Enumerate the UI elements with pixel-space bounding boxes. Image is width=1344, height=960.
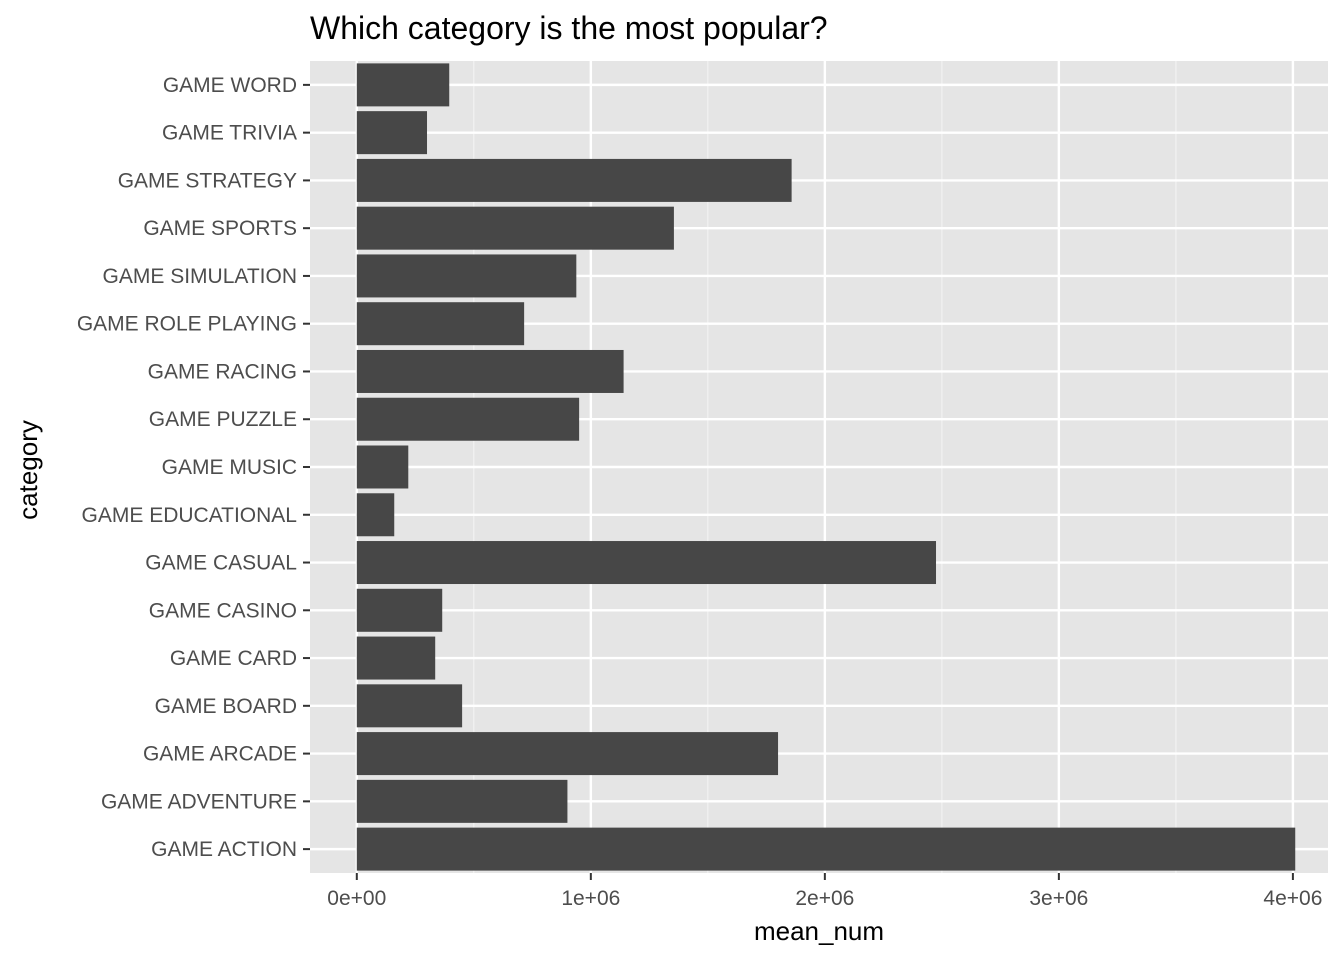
x-axis-ticks xyxy=(355,873,1294,880)
y-tick-label: GAME ROLE PLAYING xyxy=(77,313,297,336)
y-tick-label: GAME ADVENTURE xyxy=(101,790,297,813)
bars-group xyxy=(356,63,1296,871)
bar-game-music xyxy=(356,445,409,489)
y-tick-label: GAME TRIVIA xyxy=(162,122,297,145)
x-tick-label: 0e+00 xyxy=(327,887,386,910)
bar-game-arcade xyxy=(356,732,779,776)
bar-game-puzzle xyxy=(356,397,580,441)
x-axis-title: mean_num xyxy=(754,916,884,946)
y-tick-label: GAME CASUAL xyxy=(145,552,297,575)
bar-game-role-playing xyxy=(356,302,525,346)
bar-game-adventure xyxy=(356,779,568,823)
y-tick-label: GAME RACING xyxy=(148,360,297,383)
y-tick-label: GAME CARD xyxy=(170,647,297,670)
chart-title: Which category is the most popular? xyxy=(310,10,828,46)
bar-game-card xyxy=(356,636,436,680)
y-tick-label: GAME BOARD xyxy=(155,695,297,718)
bar-game-word xyxy=(356,63,450,107)
y-tick-label: GAME ACTION xyxy=(151,838,297,861)
y-tick-label: GAME PUZZLE xyxy=(149,408,297,431)
y-axis-ticks xyxy=(303,83,310,851)
x-tick-label: 3e+06 xyxy=(1029,887,1088,910)
x-tick-label: 2e+06 xyxy=(795,887,854,910)
bar-game-trivia xyxy=(356,111,428,155)
y-axis-title: category xyxy=(13,420,43,520)
bar-game-racing xyxy=(356,349,624,393)
y-axis-tick-labels: GAME ACTION GAME ADVENTURE GAME ARCADE GAME… xyxy=(77,74,297,861)
x-tick-label: 4e+06 xyxy=(1263,887,1322,910)
bar-game-action xyxy=(356,827,1296,871)
bar-game-sports xyxy=(356,206,674,250)
y-tick-label: GAME ARCADE xyxy=(143,743,297,766)
bar-game-casual xyxy=(356,541,937,585)
y-tick-label: GAME SIMULATION xyxy=(103,265,297,288)
y-tick-label: GAME CASINO xyxy=(149,599,297,622)
x-tick-label: 1e+06 xyxy=(561,887,620,910)
y-tick-label: GAME SPORTS xyxy=(143,217,297,240)
bar-game-simulation xyxy=(356,254,577,298)
bar-game-casino xyxy=(356,588,443,632)
bar-game-board xyxy=(356,684,463,728)
x-axis-tick-labels: 0e+00 1e+06 2e+06 3e+06 4e+06 xyxy=(327,887,1322,910)
y-tick-label: GAME EDUCATIONAL xyxy=(82,504,297,527)
bar-game-strategy xyxy=(356,158,792,202)
y-tick-label: GAME MUSIC xyxy=(162,456,297,479)
y-tick-label: GAME STRATEGY xyxy=(118,169,297,192)
y-tick-label: GAME WORD xyxy=(163,74,297,97)
bar-game-educational xyxy=(356,493,395,537)
